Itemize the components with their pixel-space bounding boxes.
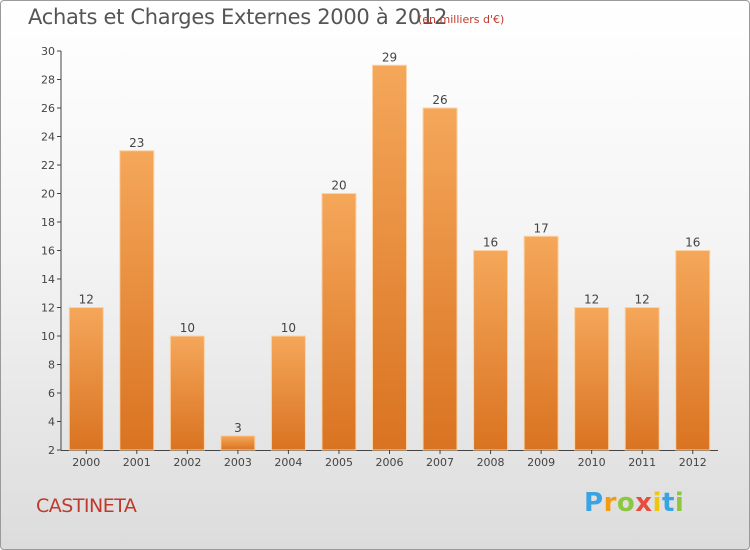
chart-subtitle: (en milliers d'€)	[418, 13, 505, 26]
logo-letter: o	[616, 488, 636, 518]
x-tick-label: 2010	[578, 456, 606, 469]
bar	[169, 335, 205, 451]
bar-value-label: 16	[685, 236, 700, 250]
commune-name: CASTINETA	[36, 495, 137, 517]
bar-value-label: 17	[533, 221, 548, 235]
proxiti-logo[interactable]: Proxiti	[584, 488, 684, 518]
y-tick-label: 12	[41, 302, 55, 315]
logo-letter: t	[661, 488, 675, 518]
bar-value-label: 10	[281, 321, 296, 335]
y-tick-label: 20	[41, 188, 55, 201]
x-tick-label: 2003	[224, 456, 252, 469]
bar	[220, 435, 256, 451]
bar-value-label: 10	[180, 321, 195, 335]
bar-value-label: 23	[129, 136, 144, 150]
bar-value-label: 3	[234, 421, 242, 435]
y-tick-label: 18	[41, 216, 55, 229]
x-tick-label: 2009	[527, 456, 555, 469]
bar-value-label: 12	[635, 293, 650, 307]
bar-value-label: 20	[331, 179, 346, 193]
logo-letter: P	[584, 488, 604, 518]
x-tick-label: 2002	[173, 456, 201, 469]
y-tick-label: 14	[41, 273, 55, 286]
y-tick-label: 16	[41, 245, 55, 258]
bar	[68, 307, 104, 451]
y-tick-label: 26	[41, 102, 55, 115]
bar	[574, 307, 610, 451]
y-tick-label: 6	[48, 387, 55, 400]
bar-value-label: 26	[432, 93, 447, 107]
bar-value-label: 12	[584, 293, 599, 307]
bar-value-label: 29	[382, 50, 397, 64]
bar-value-label: 12	[79, 293, 94, 307]
chart-title: Achats et Charges Externes 2000 à 2012	[28, 5, 448, 29]
x-tick-label: 2005	[325, 456, 353, 469]
x-tick-label: 2007	[426, 456, 454, 469]
bar	[675, 250, 711, 451]
y-tick-label: 24	[41, 131, 55, 144]
logo-letter: i	[674, 488, 685, 518]
bar	[321, 193, 357, 451]
bar	[473, 250, 509, 451]
logo-letter: i	[652, 488, 662, 518]
y-tick-label: 28	[41, 74, 55, 87]
bar-value-label: 16	[483, 236, 498, 250]
logo-letter: r	[603, 488, 617, 518]
bar	[119, 150, 155, 451]
y-tick-label: 30	[41, 45, 55, 58]
y-tick-label: 4	[48, 416, 55, 429]
y-tick-label: 8	[48, 359, 55, 372]
x-tick-label: 2004	[274, 456, 302, 469]
bar	[422, 107, 458, 451]
y-tick-label: 22	[41, 159, 55, 172]
bar	[270, 335, 306, 451]
bar	[624, 307, 660, 451]
x-tick-label: 2000	[72, 456, 100, 469]
x-tick-label: 2011	[628, 456, 656, 469]
x-tick-label: 2012	[679, 456, 707, 469]
x-tick-label: 2006	[376, 456, 404, 469]
y-tick-label: 10	[41, 330, 55, 343]
bar	[523, 235, 559, 451]
y-tick-label: 2	[48, 444, 55, 457]
logo-letter: x	[635, 488, 653, 518]
x-tick-label: 2008	[477, 456, 505, 469]
bar	[372, 64, 407, 451]
x-tick-label: 2001	[123, 456, 151, 469]
